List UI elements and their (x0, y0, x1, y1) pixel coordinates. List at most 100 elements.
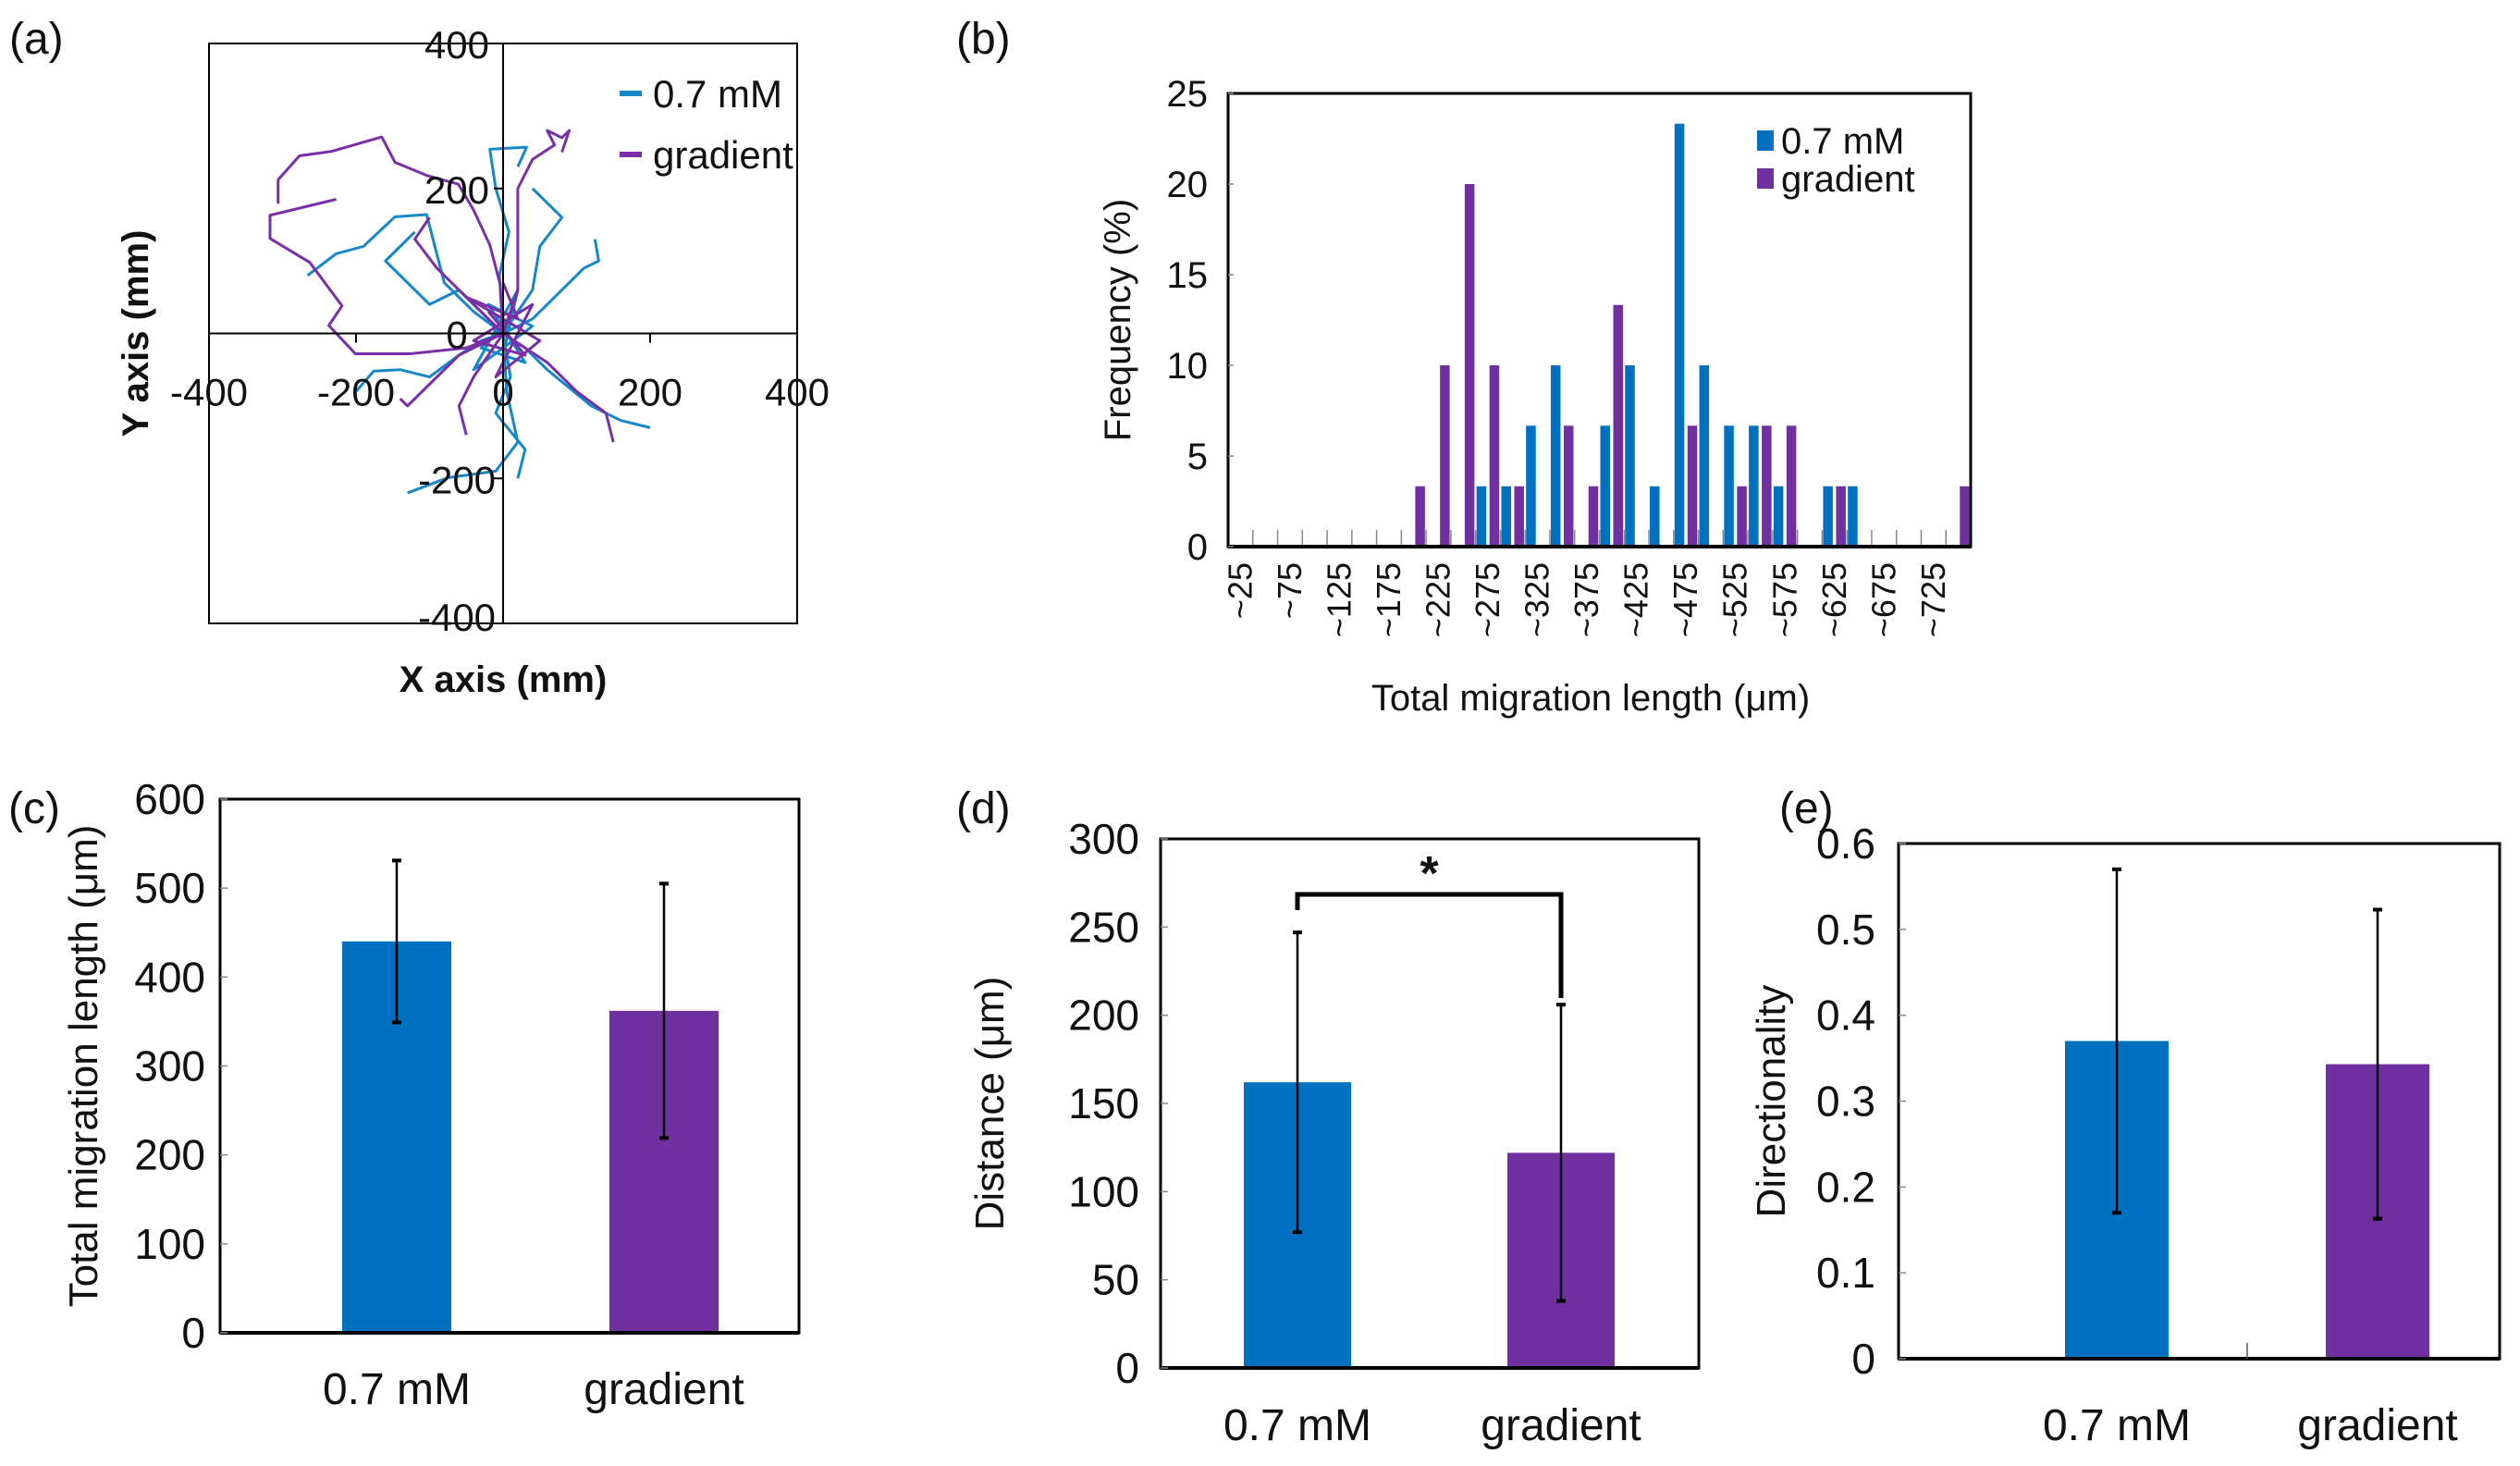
panel-labels: (a) (b) (c) (d) (e) (8, 15, 1834, 833)
y-tick-label: 25 (1167, 74, 1209, 115)
bar-gradient (1440, 365, 1450, 547)
x-tick-label: ~625 (1815, 562, 1853, 637)
y-tick-label: 0.1 (1816, 1249, 1875, 1297)
legend-swatch (1757, 130, 1774, 151)
bar-gradient (1588, 486, 1599, 547)
trajectory-0-7mm (306, 213, 504, 335)
y-tick-label: -200 (418, 458, 496, 501)
y-tick-label: 400 (424, 23, 489, 67)
y-tick-label: 0 (1115, 1344, 1139, 1392)
y-axis-title: Y axis (mm) (116, 230, 156, 437)
panel-b-histogram: 0 5 10 15 20 25 ~25 ~75 ~125 ~175 ~225 ~275 ~325 ~375… (1098, 74, 1973, 719)
x-tick-label: 200 (618, 371, 682, 414)
y-axis-title: Frequency (%) (1098, 199, 1138, 441)
legend-label: gradient (653, 133, 793, 177)
y-tick-label: 100 (134, 1220, 205, 1268)
y-tick-label: 600 (134, 775, 205, 823)
bar-0-7mm (1823, 486, 1833, 547)
bar-0-7mm (1749, 425, 1759, 547)
x-tick-label: ~525 (1716, 562, 1754, 637)
bar-0-7mm (1650, 486, 1660, 547)
bar-0-7mm (1724, 425, 1734, 547)
trajectory-0-7mm (494, 333, 527, 479)
x-tick-label: gradient (2297, 1401, 2457, 1450)
bar-0-7mm (1699, 365, 1710, 547)
trajectory-gradient (464, 282, 542, 379)
bar-gradient (1762, 425, 1772, 547)
x-axis-title: Total migration length (μm) (1371, 678, 1810, 719)
x-tick-label: 0.7 mM (2043, 1401, 2191, 1450)
x-tick-label: gradient (584, 1365, 744, 1414)
trajectory-0-7mm (501, 187, 564, 335)
x-tick-label: ~425 (1617, 562, 1655, 637)
legend-label: gradient (1781, 159, 1915, 200)
y-tick-label: 150 (1068, 1079, 1139, 1127)
y-tick-label: 200 (1068, 992, 1139, 1040)
trajectory-0-7mm (407, 333, 520, 495)
bar-gradient (1514, 486, 1524, 547)
bar-gradient (1960, 486, 1970, 547)
x-tick-label: ~125 (1320, 562, 1358, 637)
trajectory-gradient (502, 332, 615, 443)
y-axis-title: Distance (μm) (967, 977, 1013, 1231)
x-tick-label: 0.7 mM (1223, 1401, 1371, 1450)
plot-frame (1159, 837, 1701, 1370)
panel-e-directionality-bar-chart: 0.7 mM gradient 0 0.1 0.2 0.3 0.4 0.5 0.6 Directi… (1749, 819, 2502, 1450)
y-tick-label: 10 (1167, 346, 1209, 387)
bar-0-7mm (1600, 425, 1610, 547)
x-tick-label: ~475 (1666, 562, 1704, 637)
panel-label: (a) (9, 15, 64, 64)
x-tick-label: 0 (492, 371, 513, 414)
x-tick-label: ~725 (1914, 562, 1952, 637)
bar-0-7mm (1625, 365, 1635, 547)
bar-gradient (1786, 425, 1797, 547)
y-tick-label: 20 (1167, 165, 1209, 205)
y-tick-label: -400 (418, 596, 496, 639)
y-tick-label: 500 (134, 864, 205, 912)
x-tick-label: 0.7 mM (323, 1365, 471, 1414)
y-axis-title: Total migration length (μm) (61, 825, 106, 1308)
x-tick-label: ~25 (1221, 562, 1259, 619)
x-tick-label: -400 (170, 371, 248, 414)
y-tick-label: 0 (1851, 1335, 1875, 1383)
y-tick-label: 5 (1187, 437, 1208, 477)
x-tick-label: 400 (765, 371, 830, 414)
y-tick-label: 50 (1092, 1256, 1139, 1304)
panel-label: (e) (1779, 784, 1834, 833)
legend-label: 0.7 mM (1781, 121, 1904, 162)
y-tick-label: 0.6 (1816, 819, 1875, 868)
bar-0-7mm (1526, 425, 1536, 547)
bar-0-7mm (1501, 486, 1511, 547)
x-tick-label: -200 (317, 371, 395, 414)
significance-marker: * (1420, 847, 1439, 901)
x-tick-label: ~325 (1518, 562, 1556, 637)
y-tick-label: 300 (1068, 815, 1139, 863)
y-tick-label: 0.3 (1816, 1078, 1875, 1126)
bar-0-7mm (1550, 365, 1561, 547)
y-tick-label: 0 (446, 314, 467, 357)
y-tick-label: 250 (1068, 903, 1139, 951)
x-tick-label: ~375 (1567, 562, 1605, 637)
bar-gradient (1836, 486, 1846, 547)
significance-bracket (1295, 892, 1564, 998)
x-tick-label: ~575 (1765, 562, 1803, 637)
x-tick-label: gradient (1481, 1401, 1641, 1450)
legend-swatch (1757, 168, 1774, 189)
trajectory-0-7mm (502, 239, 600, 335)
x-axis-title: X axis (mm) (400, 659, 608, 700)
y-tick-label: 0 (1187, 527, 1208, 568)
y-tick-label: 0.2 (1816, 1163, 1875, 1211)
x-tick-label: ~225 (1420, 562, 1457, 637)
x-tick-label: ~275 (1469, 562, 1506, 637)
bar-gradient (1563, 425, 1574, 547)
bar-gradient (1415, 486, 1425, 547)
bar-gradient (1489, 365, 1500, 547)
y-tick-label: 0 (181, 1309, 205, 1357)
y-tick-label: 300 (134, 1042, 205, 1090)
bar-0-7mm (1674, 123, 1685, 547)
panel-d-distance-bar-chart: 0.7 mM gradient 0 50 100 150 200 250 300 Distance… (967, 815, 1701, 1450)
bar-0-7mm (1848, 486, 1858, 547)
legend-label: 0.7 mM (653, 72, 782, 116)
panel-c-total-length-bar-chart: 0.7 mM gradient 0 100 200 300 400 500 600 Total m… (61, 775, 801, 1414)
